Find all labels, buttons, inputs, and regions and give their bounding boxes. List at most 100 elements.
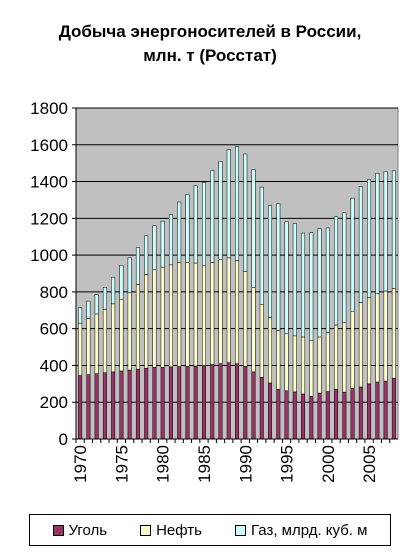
bar-coal-2006	[375, 381, 380, 440]
bar-oil-1991	[251, 287, 256, 373]
bar-gas-1997	[301, 232, 306, 338]
bar-gas-1970	[78, 307, 83, 324]
bar-oil-1998	[309, 340, 314, 397]
bar-coal-1976	[127, 369, 132, 440]
bar-coal-1990	[243, 366, 248, 440]
legend-swatch-gas	[234, 524, 246, 536]
x-tick-label: 1985	[195, 445, 214, 483]
bar-oil-1994	[276, 330, 281, 390]
bar-gas-2004	[358, 186, 363, 303]
bar-coal-1998	[309, 396, 314, 440]
bar-oil-1977	[135, 284, 140, 370]
bar-coal-1987	[218, 363, 223, 440]
bar-gas-1983	[185, 194, 190, 263]
bar-gas-1996	[292, 223, 297, 337]
bar-oil-1995	[284, 333, 289, 392]
bar-gas-1993	[268, 205, 273, 318]
y-tick-label: 200	[40, 393, 68, 412]
bar-oil-2004	[358, 302, 363, 388]
y-tick-label: 1000	[30, 246, 68, 265]
bar-oil-2008	[391, 288, 396, 379]
y-tick-label: 1800	[30, 99, 68, 118]
bar-coal-1993	[268, 382, 273, 440]
y-tick-label: 800	[40, 283, 68, 302]
bar-coal-1980	[160, 367, 165, 440]
bar-coal-1991	[251, 371, 256, 440]
legend-label-gas: Газ, млрд. куб. м	[250, 521, 368, 539]
bar-gas-2005	[367, 179, 372, 298]
bar-gas-1999	[317, 228, 322, 338]
bar-coal-2001	[334, 389, 339, 440]
bar-coal-2002	[342, 391, 347, 440]
bar-gas-1979	[152, 225, 157, 271]
bar-oil-1989	[235, 260, 239, 364]
bar-gas-1991	[251, 169, 256, 288]
bar-gas-1987	[218, 161, 223, 260]
bar-oil-1985	[201, 264, 206, 366]
bar-coal-1978	[144, 367, 149, 440]
bar-oil-1992	[259, 304, 264, 378]
bar-coal-1984	[193, 365, 198, 440]
bar-oil-1980	[160, 266, 165, 368]
bar-gas-1990	[243, 153, 248, 272]
bar-gas-2008	[391, 170, 396, 289]
bar-oil-1993	[268, 317, 273, 384]
chart-title: Добыча энергоносителей в России, млн. т …	[58, 22, 362, 65]
x-tick-label: 1995	[278, 445, 297, 483]
bar-oil-2000	[325, 332, 330, 392]
bar-gas-2001	[334, 216, 339, 326]
bar-oil-1970	[78, 322, 83, 376]
legend-swatch-oil	[140, 524, 152, 536]
bar-oil-2007	[383, 290, 388, 382]
y-tick-label: 600	[40, 320, 68, 339]
bar-oil-1997	[301, 336, 306, 395]
bar-coal-1971	[86, 374, 91, 440]
legend-item-oil: Нефть	[140, 522, 202, 539]
legend-item-coal: Уголь	[52, 522, 107, 539]
y-tick-label: 1200	[30, 209, 68, 228]
bar-gas-2007	[383, 171, 388, 292]
bar-gas-1995	[284, 221, 289, 335]
x-axis-ticks: 1970 1975 1980 1985 1990 1995 2000 2005	[71, 439, 391, 483]
bar-gas-1980	[160, 220, 165, 268]
x-tick-label: 1980	[154, 445, 173, 483]
bar-gas-2000	[325, 227, 330, 333]
x-tick-label: 1970	[71, 445, 90, 483]
bar-coal-1986	[210, 364, 215, 440]
bar-coal-1972	[94, 373, 99, 440]
bar-gas-1971	[86, 300, 91, 319]
bar-gas-1976	[127, 257, 132, 294]
bar-coal-1994	[276, 389, 281, 440]
bar-gas-1998	[309, 232, 314, 341]
bar-gas-1982	[177, 201, 182, 263]
bar-gas-1994	[276, 203, 281, 331]
bar-oil-2003	[350, 310, 355, 389]
bar-oil-1982	[177, 262, 182, 367]
bar-oil-1974	[111, 303, 116, 373]
bar-coal-2003	[350, 388, 355, 440]
bar-oil-1996	[292, 335, 297, 393]
legend-swatch-coal	[52, 524, 64, 536]
bar-coal-1981	[168, 366, 173, 440]
bar-coal-1995	[284, 390, 289, 440]
bar-oil-2001	[334, 324, 339, 390]
bar-coal-1982	[177, 366, 182, 440]
bar-gas-1984	[193, 185, 198, 264]
bar-gas-1977	[135, 247, 140, 285]
x-tick-label: 1990	[236, 445, 255, 483]
y-tick-label: 1400	[30, 173, 68, 192]
y-tick-label: 400	[40, 356, 68, 375]
bar-oil-1984	[193, 262, 198, 367]
bar-coal-1996	[292, 391, 297, 440]
bar-coal-2008	[391, 378, 396, 440]
bar-coal-2007	[383, 380, 388, 440]
bar-gas-1985	[201, 182, 206, 266]
bar-coal-1974	[111, 371, 116, 440]
bar-oil-1986	[210, 262, 215, 365]
bar-oil-1971	[86, 318, 91, 375]
bar-oil-1987	[218, 259, 223, 364]
legend-label-oil: Нефть	[156, 521, 202, 539]
bar-oil-1978	[144, 274, 149, 369]
y-tick-label: 1600	[30, 136, 68, 155]
